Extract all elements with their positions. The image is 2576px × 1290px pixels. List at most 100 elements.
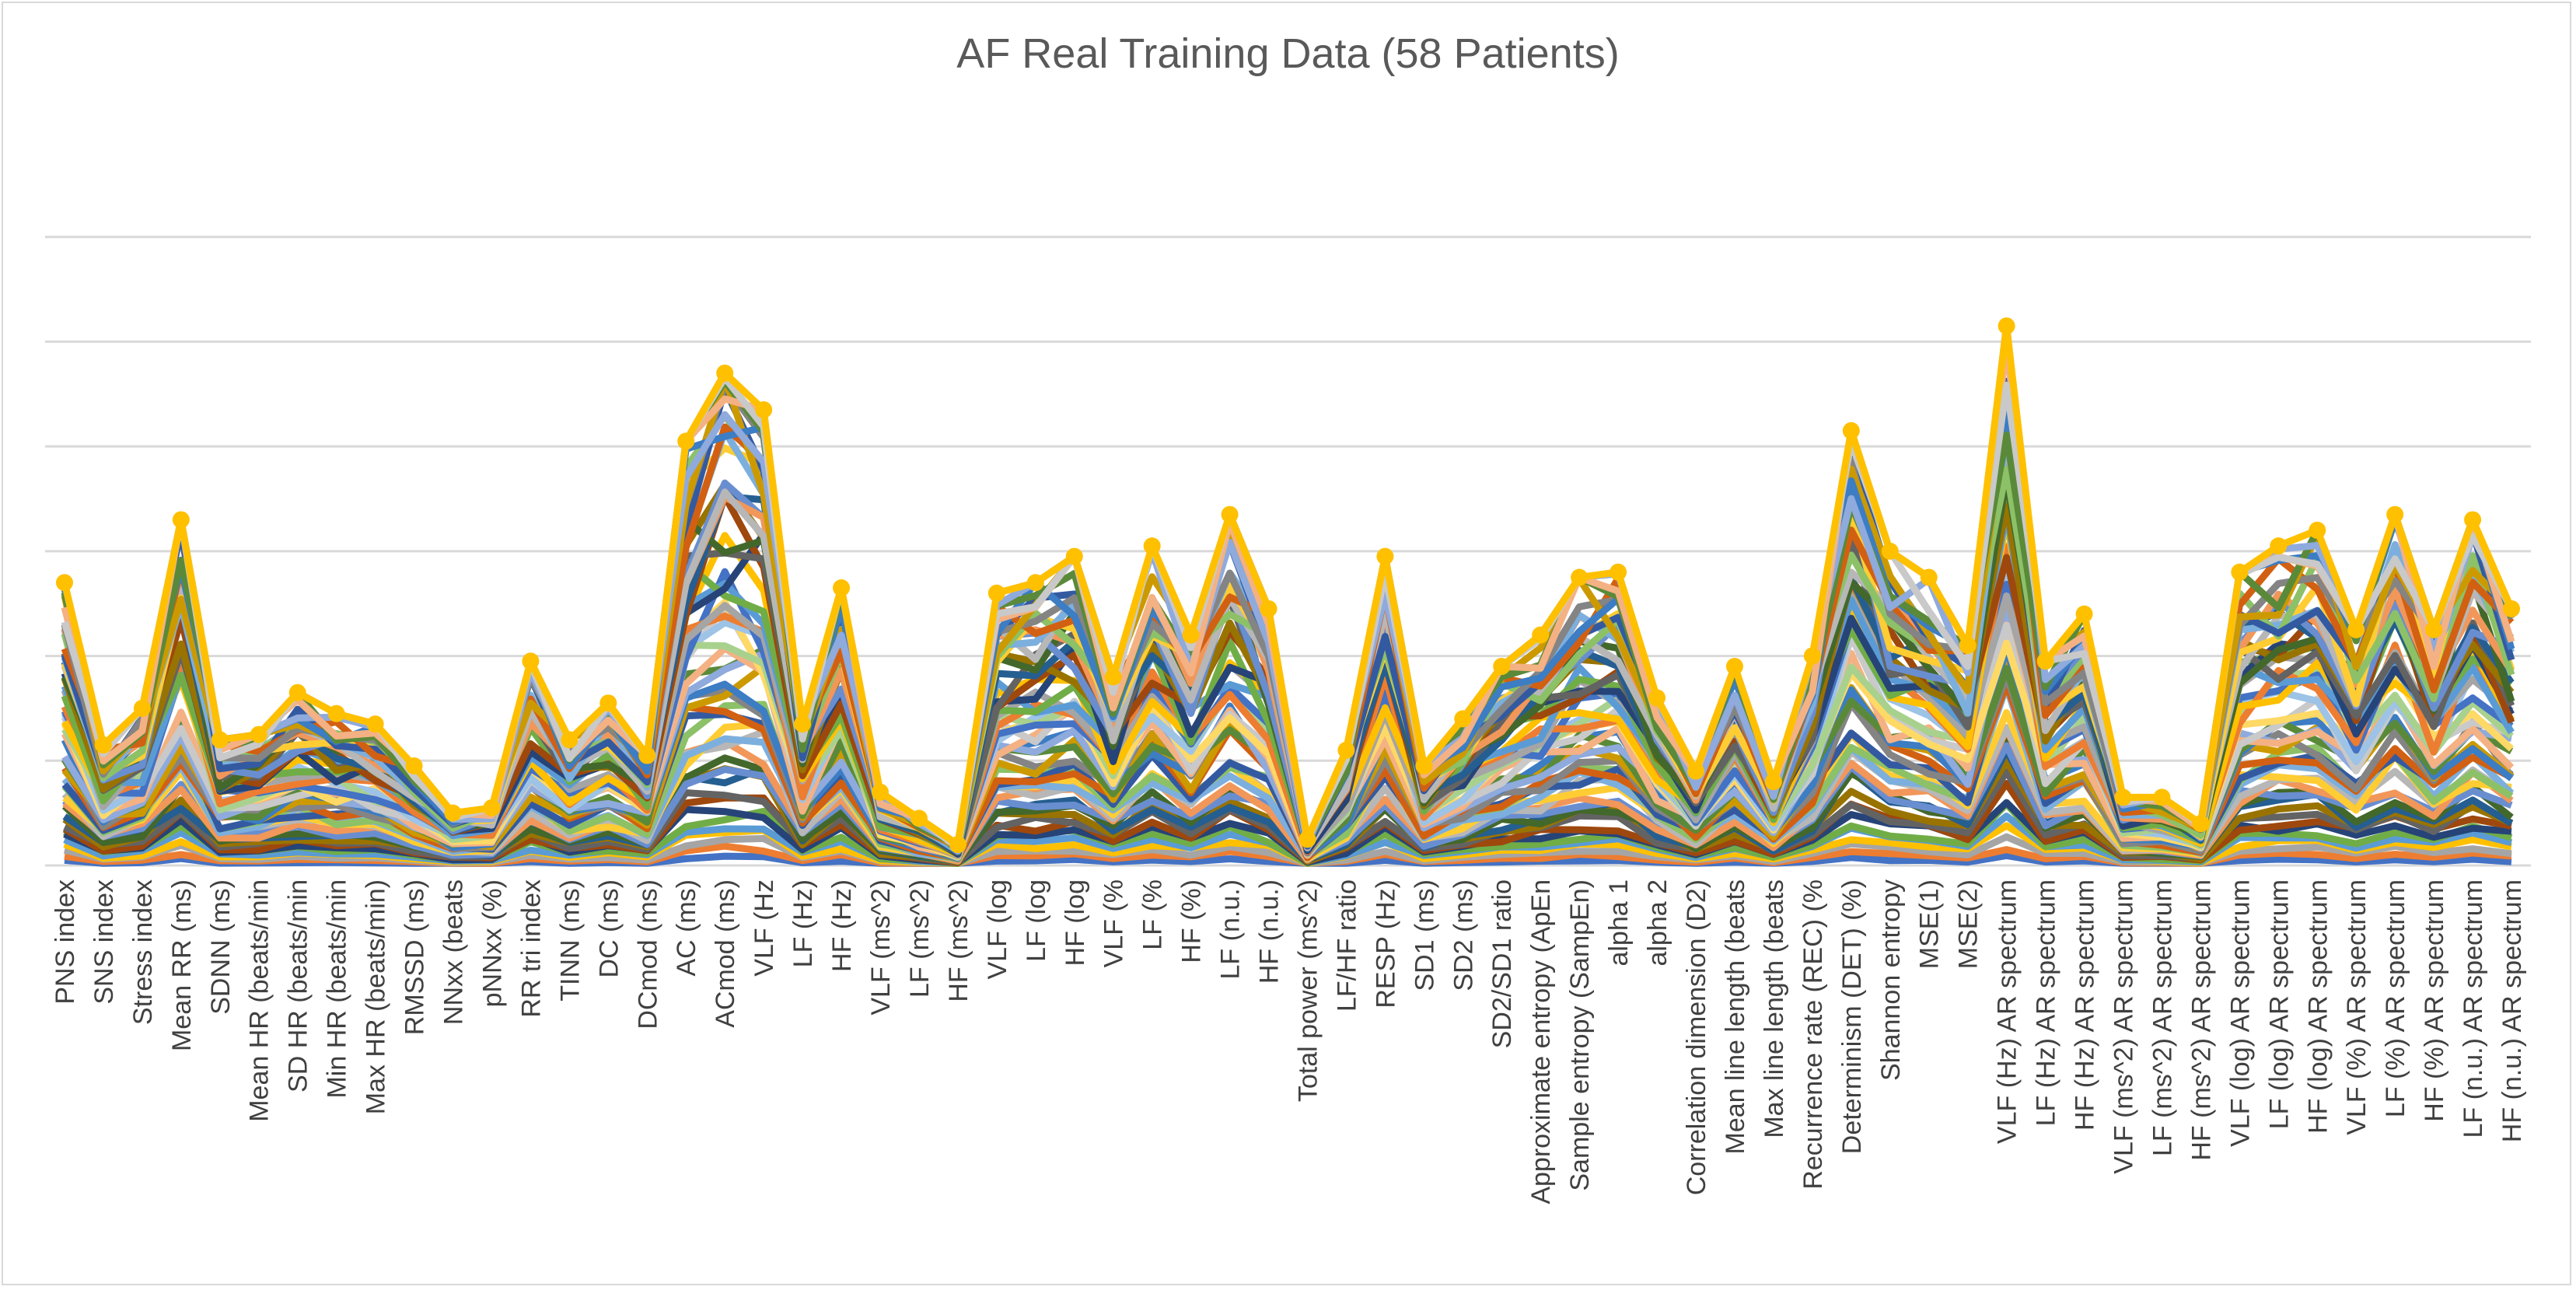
- x-tick-label: NNxx (beats: [439, 879, 469, 1025]
- x-tick-label: HF (Hz): [827, 879, 857, 972]
- x-tick-label: SD2 (ms): [1449, 879, 1478, 991]
- data-point: [2153, 788, 2171, 806]
- data-point: [483, 799, 501, 816]
- data-point: [2386, 505, 2404, 523]
- x-tick-label: Approximate entropy (ApEn: [1526, 879, 1556, 1204]
- top-series-layer: [55, 317, 2521, 854]
- x-tick-label: Mean line length (beats: [1721, 879, 1750, 1154]
- data-point: [677, 432, 695, 450]
- x-tick-label: HF (ms^2): [944, 879, 973, 1002]
- x-tick-label: HF (%) AR spectrum: [2420, 879, 2449, 1122]
- chart-title: AF Real Training Data (58 Patients): [956, 30, 1620, 77]
- data-point: [327, 704, 345, 722]
- x-tick-label: alpha 1: [1604, 879, 1634, 967]
- data-point: [638, 746, 656, 764]
- data-point: [1648, 689, 1666, 707]
- data-point: [1532, 626, 1550, 644]
- data-point: [1959, 637, 1977, 655]
- data-point: [1998, 317, 2015, 335]
- x-tick-label: LF (Hz): [788, 879, 818, 967]
- x-tick-label: LF (Hz) AR spectrum: [2032, 879, 2061, 1126]
- x-tick-label: HF (log: [1061, 879, 1090, 966]
- data-point: [1571, 568, 1589, 586]
- x-tick-label: Correlation dimension (D2): [1682, 879, 1711, 1195]
- data-point: [1842, 421, 1860, 439]
- x-tick-label: RMSSD (ms): [400, 879, 430, 1035]
- data-point: [2114, 788, 2132, 806]
- x-tick-label: HF (Hz) AR spectrum: [2071, 879, 2100, 1131]
- data-point: [1221, 505, 1239, 523]
- x-tick-label: SDNN (ms): [206, 879, 236, 1015]
- x-tick-label: Determinism (DET) (%): [1837, 879, 1867, 1154]
- x-tick-label: HF (log) AR spectrum: [2303, 879, 2333, 1134]
- data-point: [2036, 652, 2054, 670]
- data-point: [2270, 537, 2288, 555]
- x-tick-label: Sample entropy (SampEn): [1565, 879, 1595, 1191]
- x-tick-label: DC (ms): [594, 879, 624, 978]
- data-point: [561, 731, 578, 749]
- data-point: [94, 736, 112, 754]
- data-point: [2347, 621, 2365, 638]
- data-point: [755, 400, 773, 418]
- data-point: [1182, 626, 1200, 644]
- data-point: [949, 836, 966, 854]
- data-point: [2231, 563, 2249, 581]
- x-tick-label: MSE(2): [1954, 879, 1984, 969]
- data-point: [2075, 605, 2093, 623]
- x-tick-label: VLF (log) AR spectrum: [2225, 879, 2255, 1147]
- x-tick-label: SD HR (beats/min: [284, 879, 313, 1092]
- x-tick-label: alpha 2: [1643, 879, 1672, 967]
- data-point: [1803, 647, 1821, 665]
- data-point: [1337, 741, 1355, 759]
- x-tick-label: Mean HR (beats/min: [245, 879, 274, 1122]
- x-tick-label: VLF (log: [983, 879, 1012, 980]
- x-tick-label: LF (%) AR spectrum: [2381, 879, 2410, 1117]
- x-tick-label: HF (n.u.): [1255, 879, 1285, 984]
- x-tick-label: Max HR (beats/min): [362, 879, 391, 1114]
- x-tick-label: Stress index: [128, 879, 158, 1025]
- x-tick-label: Total power (ms^2): [1293, 879, 1323, 1102]
- data-point: [1687, 762, 1705, 780]
- data-point: [1065, 547, 1083, 565]
- data-point: [910, 809, 928, 827]
- x-tick-label: RESP (Hz): [1371, 879, 1400, 1009]
- x-tick-label: SNS index: [89, 879, 119, 1005]
- x-tick-label: RR tri index: [516, 879, 546, 1018]
- x-tick-label: LF/HF ratio: [1332, 879, 1361, 1012]
- data-point: [716, 364, 734, 382]
- x-tick-label: VLF (ms^2) AR spectrum: [2109, 879, 2138, 1174]
- data-point: [250, 725, 267, 743]
- data-point: [987, 584, 1005, 602]
- data-point: [1104, 668, 1122, 686]
- x-tick-label: Mean RR (ms): [167, 879, 197, 1051]
- data-point: [2309, 521, 2326, 539]
- x-tick-label: LF (n.u.): [1216, 879, 1246, 979]
- x-tick-label: MSE(1): [1915, 879, 1945, 969]
- data-point: [1454, 710, 1472, 728]
- x-tick-label: VLF (%) AR spectrum: [2342, 879, 2372, 1135]
- data-point: [211, 731, 229, 749]
- x-tick-label: LF (log) AR spectrum: [2264, 879, 2294, 1129]
- data-point: [2464, 511, 2482, 529]
- x-tick-label: LF (ms^2) AR spectrum: [2148, 879, 2177, 1156]
- x-tick-label: VLF (Hz) AR spectrum: [1993, 879, 2022, 1144]
- data-point: [1493, 658, 1511, 676]
- data-point: [288, 683, 306, 701]
- data-point: [444, 804, 462, 822]
- x-tick-label: LF (ms^2): [905, 879, 935, 998]
- x-tick-label: AC (ms): [672, 879, 701, 977]
- data-point: [1298, 830, 1316, 848]
- x-tick-label: LF (log: [1022, 879, 1051, 962]
- x-tick-label: pNNxx (%): [477, 879, 507, 1007]
- x-tick-label: DCmod (ms): [633, 879, 662, 1030]
- x-tick-label: VLF (Hz: [750, 879, 779, 977]
- data-point: [1260, 600, 1278, 617]
- x-tick-label: PNS index: [51, 879, 80, 1005]
- data-point: [1415, 757, 1433, 775]
- data-point: [133, 699, 151, 717]
- data-point: [2503, 600, 2521, 617]
- x-tick-label: LF (%: [1138, 879, 1168, 950]
- x-tick-label: Recurrence rate (REC) (%: [1798, 879, 1828, 1190]
- data-point: [871, 783, 889, 801]
